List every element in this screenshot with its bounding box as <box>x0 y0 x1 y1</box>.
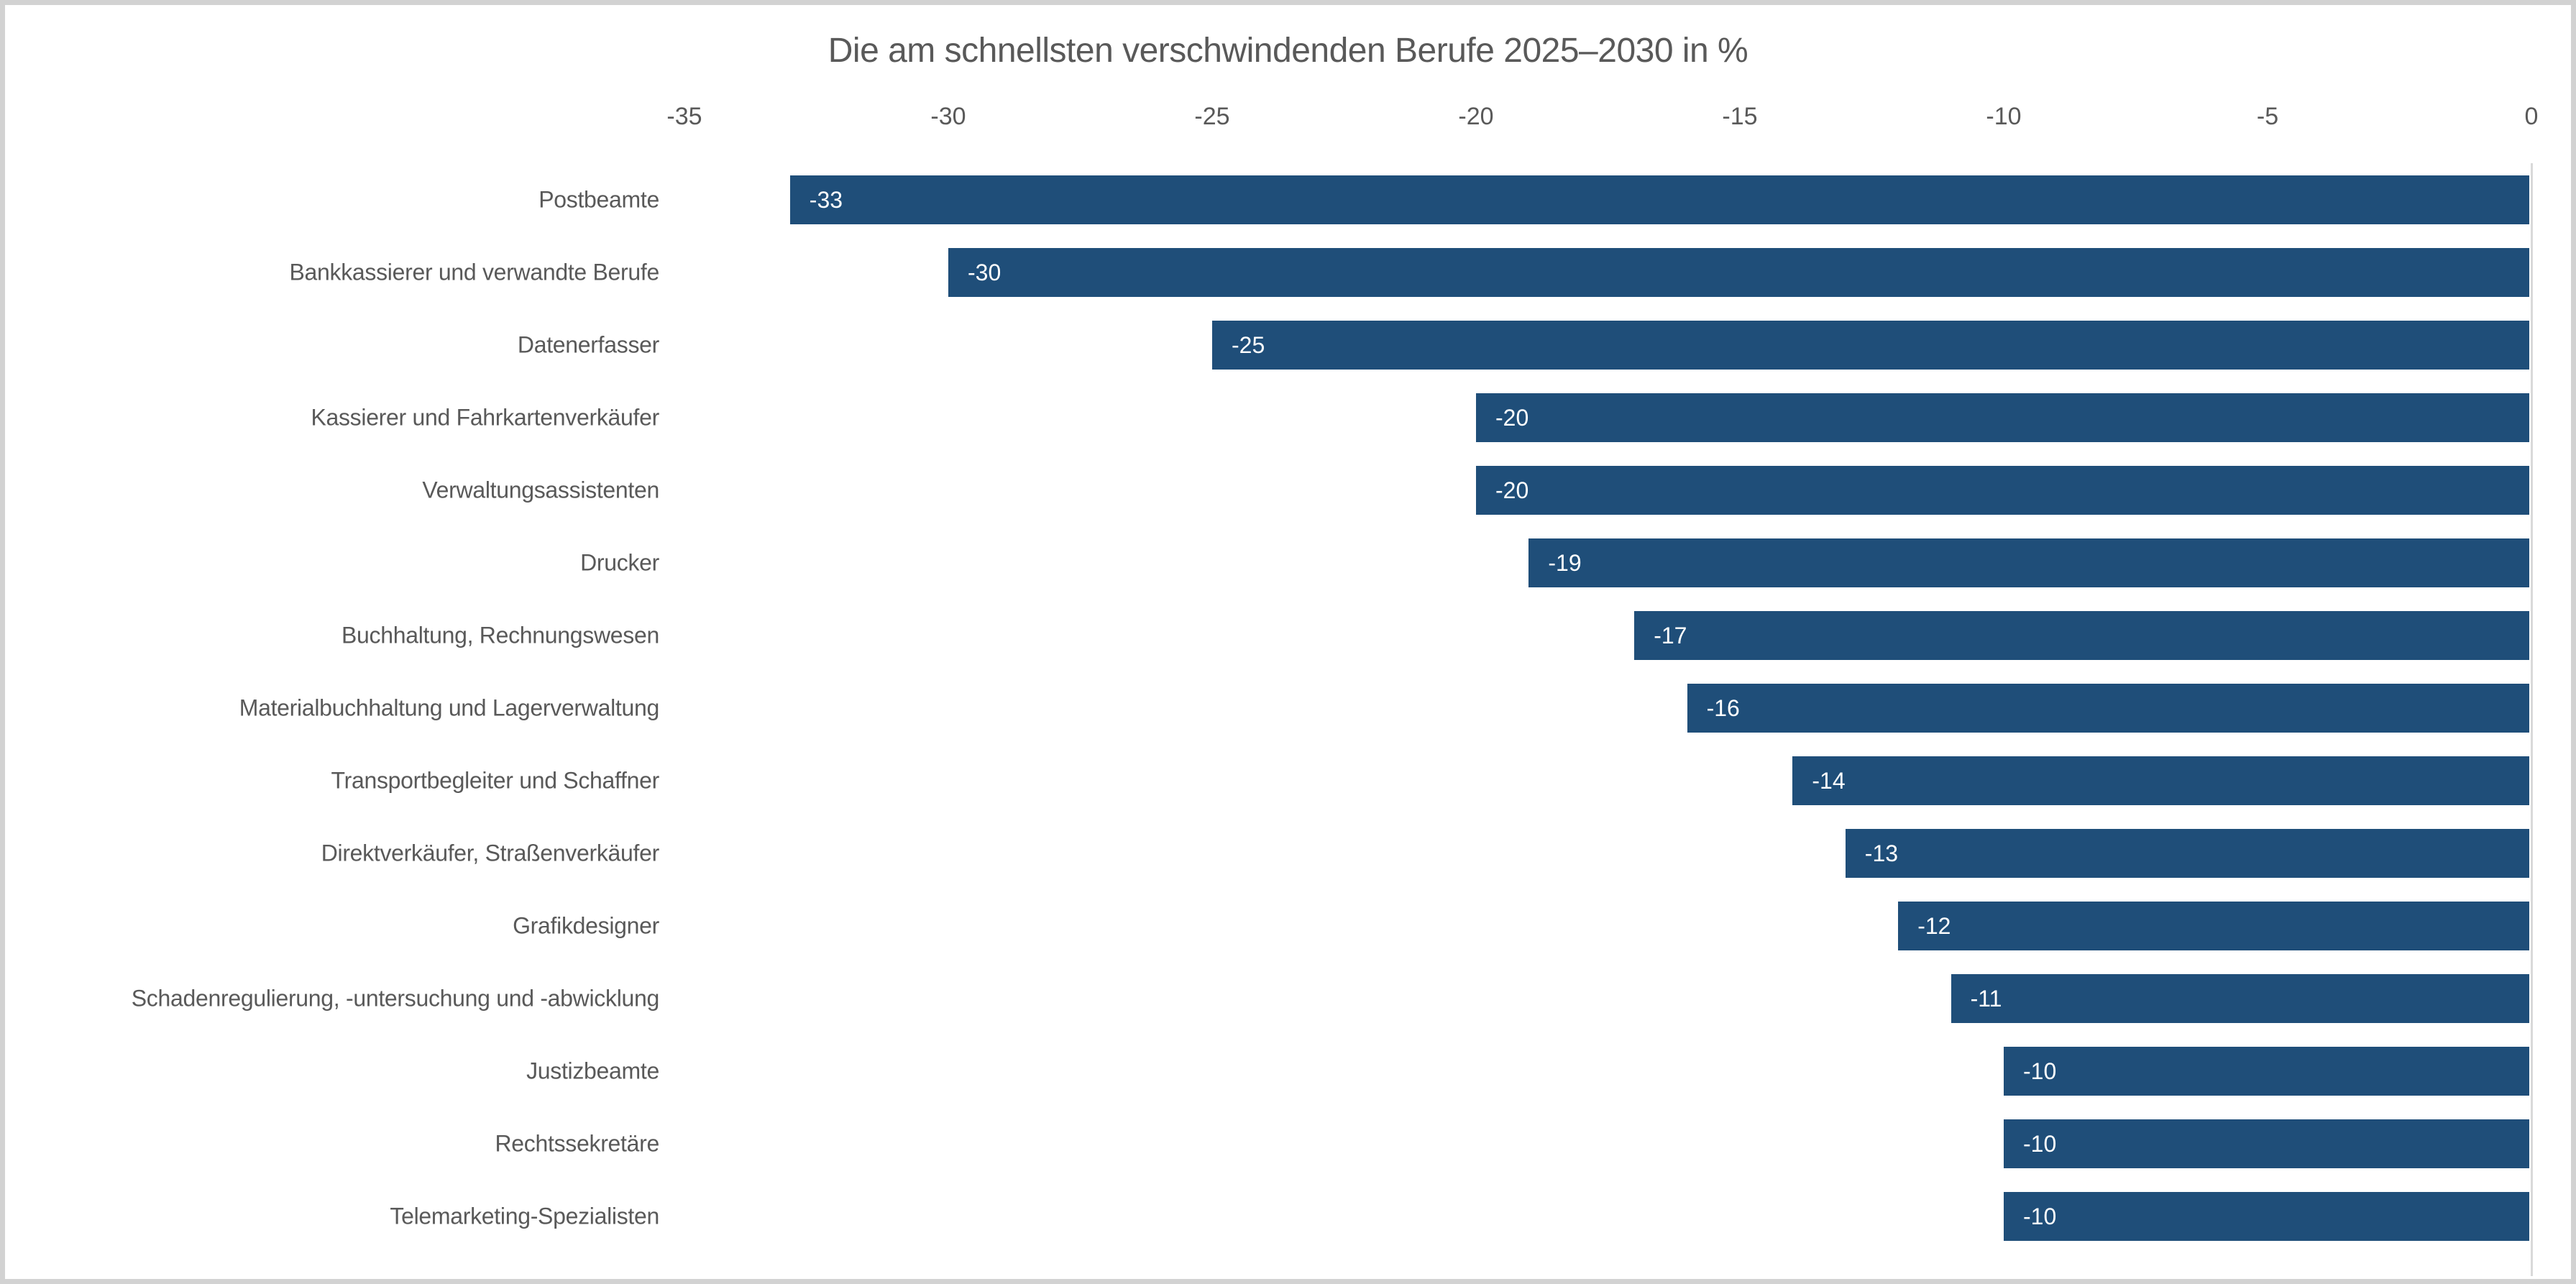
category-label: Justizbeamte <box>526 1058 659 1084</box>
bar: -10 <box>2004 1192 2529 1241</box>
bar: -33 <box>789 175 2529 224</box>
category-label: Direktverkäufer, Straßenverkäufer <box>321 840 660 866</box>
bar-value-label: -30 <box>968 259 1001 285</box>
bar: -30 <box>948 248 2529 297</box>
bar: -12 <box>1898 902 2529 950</box>
category-label: Drucker <box>580 549 659 576</box>
bar-value-label: -10 <box>2023 1203 2057 1229</box>
bar: -13 <box>1845 829 2529 878</box>
bar: -25 <box>1212 321 2529 370</box>
x-tick-label: -35 <box>666 103 702 130</box>
bar: -20 <box>1476 466 2529 515</box>
x-tick-label: -20 <box>1458 103 1494 130</box>
bar-value-label: -19 <box>1548 549 1582 576</box>
bar-value-label: -11 <box>1970 985 2002 1012</box>
category-label: Datenerfasser <box>517 331 659 358</box>
bar: -10 <box>2004 1047 2529 1096</box>
bar-value-label: -17 <box>1654 622 1687 648</box>
category-label: Transportbegleiter und Schaffner <box>331 767 660 794</box>
chart-title: Die am schnellsten verschwindenden Beruf… <box>828 32 1748 70</box>
zero-axis-line <box>2531 163 2533 1276</box>
bar-value-label: -33 <box>809 186 843 213</box>
bar: -17 <box>1634 611 2529 660</box>
x-tick-label: -15 <box>1722 103 1758 130</box>
category-label: Rechtssekretäre <box>495 1130 660 1157</box>
x-tick-label: -25 <box>1194 103 1230 130</box>
x-tick-label: 0 <box>2524 103 2539 130</box>
bar-value-label: -10 <box>2023 1058 2057 1084</box>
bar: -11 <box>1951 974 2529 1023</box>
x-tick-label: -10 <box>1986 103 2022 130</box>
bar: -20 <box>1476 393 2529 442</box>
category-label: Schadenregulierung, -untersuchung und -a… <box>131 985 660 1012</box>
category-label: Kassierer und Fahrkartenverkäufer <box>311 404 659 431</box>
bar-value-label: -10 <box>2023 1130 2057 1157</box>
bar-value-label: -25 <box>1232 331 1265 358</box>
bar-value-label: -13 <box>1864 840 1899 866</box>
x-tick-label: -30 <box>930 103 966 130</box>
category-label: Buchhaltung, Rechnungswesen <box>342 622 659 648</box>
bar: -10 <box>2004 1119 2529 1168</box>
bar-value-label: -20 <box>1495 477 1529 503</box>
category-label: Postbeamte <box>538 186 659 213</box>
bar-value-label: -20 <box>1495 404 1529 431</box>
category-label: Telemarketing-Spezialisten <box>390 1203 659 1229</box>
bar: -14 <box>1792 756 2529 805</box>
bar-value-label: -12 <box>1917 912 1951 939</box>
bar: -16 <box>1687 684 2529 733</box>
x-tick-label: -5 <box>2256 103 2279 130</box>
category-label: Verwaltungsassistenten <box>422 477 659 503</box>
bar-value-label: -14 <box>1812 767 1846 794</box>
category-label: Materialbuchhaltung und Lagerverwaltung <box>239 694 660 721</box>
bar-value-label: -16 <box>1706 694 1740 721</box>
bar: -19 <box>1528 538 2529 587</box>
category-label: Bankkassierer und verwandte Berufe <box>289 259 659 285</box>
category-label: Grafikdesigner <box>513 912 659 939</box>
